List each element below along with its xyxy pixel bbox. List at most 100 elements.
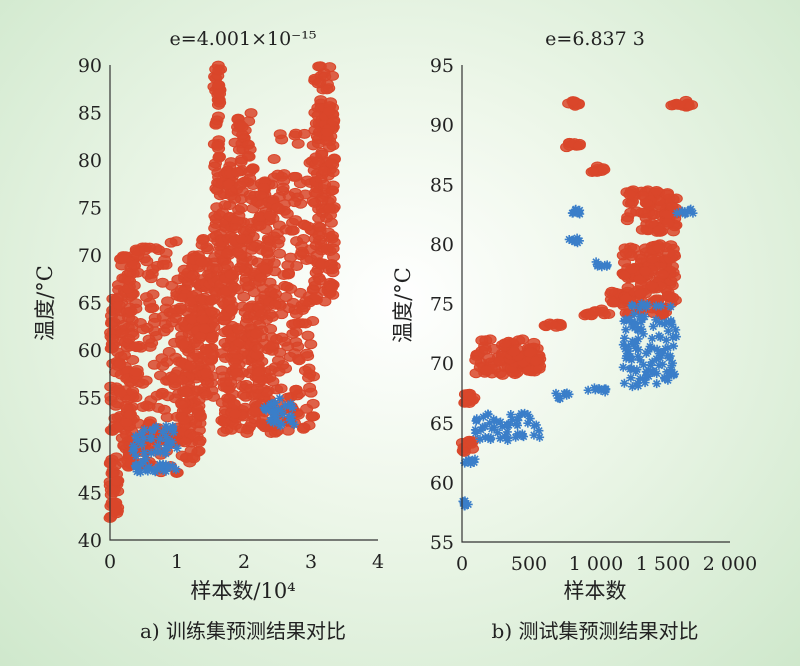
chart-b-cluster bbox=[551, 388, 574, 404]
chart-a-point bbox=[276, 182, 290, 193]
chart-a-point bbox=[234, 202, 248, 213]
chart-a-point bbox=[275, 309, 289, 320]
chart-a-point bbox=[300, 254, 314, 265]
chart-b-point bbox=[618, 340, 628, 350]
chart-b-point bbox=[651, 354, 661, 364]
chart-a-point bbox=[310, 250, 324, 261]
chart-a-point bbox=[325, 230, 339, 241]
chart-a-point bbox=[325, 158, 339, 169]
chart-b-point bbox=[635, 303, 645, 313]
chart-a-point bbox=[209, 119, 223, 130]
chart-a-point bbox=[150, 390, 164, 401]
chart-a-point bbox=[130, 461, 140, 471]
chart-b-point bbox=[638, 360, 648, 370]
chart-b-ytick-label: 80 bbox=[430, 234, 454, 256]
chart-a-point bbox=[143, 466, 153, 476]
chart-b-xtick-label: 500 bbox=[511, 553, 547, 575]
chart-b-point bbox=[668, 358, 678, 368]
chart-b-point bbox=[475, 434, 485, 444]
chart-a-point bbox=[271, 355, 285, 366]
chart-a-point bbox=[139, 433, 149, 443]
chart-a-point bbox=[178, 437, 192, 448]
chart-a-point bbox=[230, 367, 244, 378]
chart-b-point bbox=[660, 344, 670, 354]
chart-b-point bbox=[531, 420, 541, 430]
chart-a-point bbox=[159, 248, 173, 259]
chart-a-point bbox=[287, 171, 301, 182]
chart-a-point bbox=[155, 353, 169, 364]
chart-b-point bbox=[513, 429, 523, 439]
chart-a-point bbox=[149, 465, 159, 475]
chart-a-point bbox=[109, 497, 123, 508]
chart-a-point bbox=[288, 197, 302, 208]
chart-b-point bbox=[467, 392, 481, 403]
chart-a-point bbox=[301, 351, 315, 362]
chart-b-point bbox=[651, 301, 661, 311]
chart-a-point bbox=[274, 383, 288, 394]
chart-b-xtick-label: 0 bbox=[456, 553, 468, 575]
chart-a-point bbox=[308, 187, 322, 198]
chart-a-cluster bbox=[127, 236, 187, 478]
chart-a-point bbox=[218, 200, 232, 211]
chart-a-point bbox=[251, 367, 265, 378]
chart-a-point bbox=[279, 224, 293, 235]
chart-a-point bbox=[247, 406, 261, 417]
chart-a-point bbox=[126, 354, 140, 365]
chart-b-point bbox=[688, 208, 698, 218]
chart-b-point bbox=[469, 457, 479, 467]
chart-a-point bbox=[137, 440, 147, 450]
chart-a-point bbox=[246, 163, 260, 174]
chart-a-point bbox=[289, 384, 303, 395]
chart-a-point bbox=[161, 391, 175, 402]
chart-a-point bbox=[127, 280, 141, 291]
chart-b-point bbox=[484, 432, 494, 442]
chart-a-cluster bbox=[128, 421, 182, 477]
chart-a-point bbox=[326, 243, 340, 254]
chart-a-point bbox=[313, 222, 327, 233]
chart-a-point bbox=[129, 367, 143, 378]
chart-a-title: e=4.001×10⁻¹⁵ bbox=[170, 28, 317, 50]
chart-a-point bbox=[144, 462, 154, 472]
chart-a-point bbox=[280, 281, 294, 292]
chart-b-point bbox=[507, 346, 521, 357]
chart-a-point bbox=[320, 127, 334, 138]
chart-a-point bbox=[212, 79, 226, 90]
chart-a-ytick-label: 80 bbox=[78, 150, 102, 172]
chart-a-point bbox=[289, 420, 299, 430]
chart-b-cluster bbox=[455, 435, 480, 457]
chart-b-point bbox=[625, 315, 635, 325]
chart-b-point bbox=[492, 417, 502, 427]
chart-a-point bbox=[276, 419, 286, 429]
chart-b-point bbox=[652, 379, 662, 389]
chart-a-point bbox=[302, 372, 316, 383]
chart-a-point bbox=[235, 121, 249, 132]
chart-b-ytick-label: 85 bbox=[430, 174, 454, 196]
chart-b-cluster bbox=[470, 408, 545, 446]
chart-a-point bbox=[301, 221, 315, 232]
chart-a-point bbox=[176, 339, 190, 350]
chart-b-point bbox=[642, 299, 652, 309]
chart-b-point bbox=[562, 388, 572, 398]
chart-b-point bbox=[619, 293, 633, 304]
chart-b-point bbox=[632, 365, 642, 375]
chart-a-point bbox=[199, 368, 213, 379]
chart-b-point bbox=[631, 343, 641, 353]
chart-a-series-star bbox=[128, 393, 299, 477]
chart-a-point bbox=[171, 464, 181, 474]
chart-b-point bbox=[636, 317, 646, 327]
chart-b-point bbox=[664, 370, 674, 380]
chart-a-point bbox=[130, 443, 140, 453]
chart-b-point bbox=[594, 384, 604, 394]
chart-a-point bbox=[155, 447, 165, 457]
chart-a-axes bbox=[109, 65, 378, 541]
chart-a-point bbox=[140, 292, 154, 303]
chart-a-ytick-label: 50 bbox=[78, 435, 102, 457]
chart-a-point bbox=[129, 392, 143, 403]
chart-b-point bbox=[480, 422, 490, 432]
chart-b-point bbox=[602, 308, 616, 319]
chart-b-point bbox=[600, 384, 610, 394]
chart-b-point bbox=[523, 347, 537, 358]
chart-b-cluster bbox=[591, 257, 612, 272]
chart-b-xtick-label: 2 000 bbox=[703, 553, 757, 575]
chart-b-point bbox=[483, 409, 493, 419]
